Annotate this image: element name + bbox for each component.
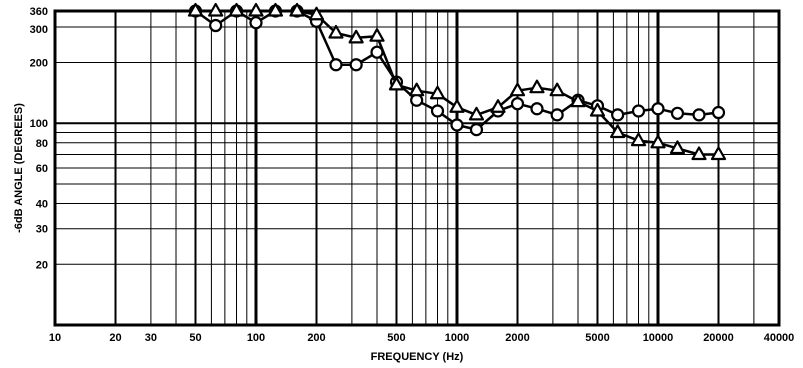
data-point-circle	[611, 108, 625, 122]
y-tick-label: 360	[30, 6, 48, 18]
data-point-triangle	[187, 2, 204, 17]
y-axis-title: -6dB ANGLE (DEGREES)	[13, 103, 25, 233]
x-tick-label: 2000	[505, 332, 529, 344]
data-point-triangle	[490, 99, 506, 113]
y-tick-label: 60	[36, 163, 48, 175]
data-point-triangle	[409, 82, 425, 97]
data-point-circle	[631, 104, 646, 118]
data-point-triangle	[650, 134, 666, 149]
plot-frame	[53, 9, 781, 327]
data-point-circle	[550, 108, 564, 122]
data-point-triangle	[610, 124, 626, 139]
series-layer	[187, 2, 727, 161]
data-point-triangle	[549, 82, 565, 97]
data-point-triangle	[289, 2, 305, 17]
data-point-circle	[692, 108, 706, 122]
data-point-circle	[430, 104, 445, 118]
x-tick-label: 10	[49, 332, 61, 344]
data-point-triangle	[468, 106, 485, 121]
data-point-circle	[651, 102, 665, 116]
data-point-triangle	[369, 28, 385, 42]
data-point-triangle	[710, 146, 727, 161]
data-point-triangle	[449, 99, 465, 113]
y-tick-labels: 20 30 40 60 80 100 200 300 360	[30, 6, 48, 271]
data-point-triangle	[208, 2, 224, 17]
data-point-circle	[410, 93, 424, 107]
data-point-triangle	[328, 24, 344, 39]
data-point-circle	[450, 118, 464, 132]
data-point-triangle	[267, 2, 284, 17]
x-tick-label: 500	[387, 332, 405, 344]
x-tick-label: 50	[189, 332, 201, 344]
y-tick-label: 30	[36, 224, 48, 236]
x-axis-title: FREQUENCY (Hz)	[371, 351, 464, 363]
x-tick-label: 100	[247, 332, 265, 344]
data-point-circle	[510, 97, 525, 111]
data-point-circle	[249, 16, 263, 30]
data-point-circle	[670, 106, 685, 120]
data-point-triangle	[248, 2, 264, 17]
data-point-triangle	[589, 102, 606, 117]
x-tick-label: 20	[109, 332, 121, 344]
y-tick-label: 100	[30, 118, 48, 130]
x-tick-label: 200	[307, 332, 325, 344]
data-point-triangle	[228, 2, 245, 17]
data-point-circle	[711, 105, 726, 120]
data-point-triangle	[529, 79, 545, 94]
x-tick-label: 5000	[585, 332, 609, 344]
series-triangle	[187, 2, 727, 161]
data-point-circle	[530, 102, 544, 116]
x-tick-label: 20000	[703, 332, 734, 344]
y-tick-label: 20	[36, 259, 48, 271]
data-point-triangle	[630, 132, 647, 147]
data-point-triangle	[509, 82, 526, 97]
chart-grid	[55, 11, 779, 325]
data-point-triangle	[348, 29, 364, 44]
x-tick-label: 10000	[643, 332, 674, 344]
x-tick-label: 1000	[445, 332, 469, 344]
data-point-circle	[469, 122, 484, 137]
data-point-triangle	[669, 140, 686, 155]
data-point-circle	[209, 18, 223, 33]
y-tick-label: 200	[30, 58, 48, 70]
y-tick-label: 300	[30, 24, 48, 36]
data-point-triangle	[691, 146, 707, 161]
x-tick-label: 30	[145, 332, 157, 344]
y-tick-label: 40	[36, 199, 48, 211]
x-tick-label: 40000	[764, 332, 795, 344]
y-tick-label: 80	[36, 138, 48, 150]
data-point-triangle	[429, 85, 446, 100]
data-point-circle	[349, 58, 363, 72]
data-point-circle	[329, 58, 343, 72]
data-point-triangle	[388, 76, 405, 91]
x-tick-labels: 10 20 30 50 100 200 500 1000 2000 5000 10000 20000 4…	[49, 332, 794, 344]
data-point-triangle	[308, 6, 325, 21]
data-point-triangle	[570, 93, 586, 108]
